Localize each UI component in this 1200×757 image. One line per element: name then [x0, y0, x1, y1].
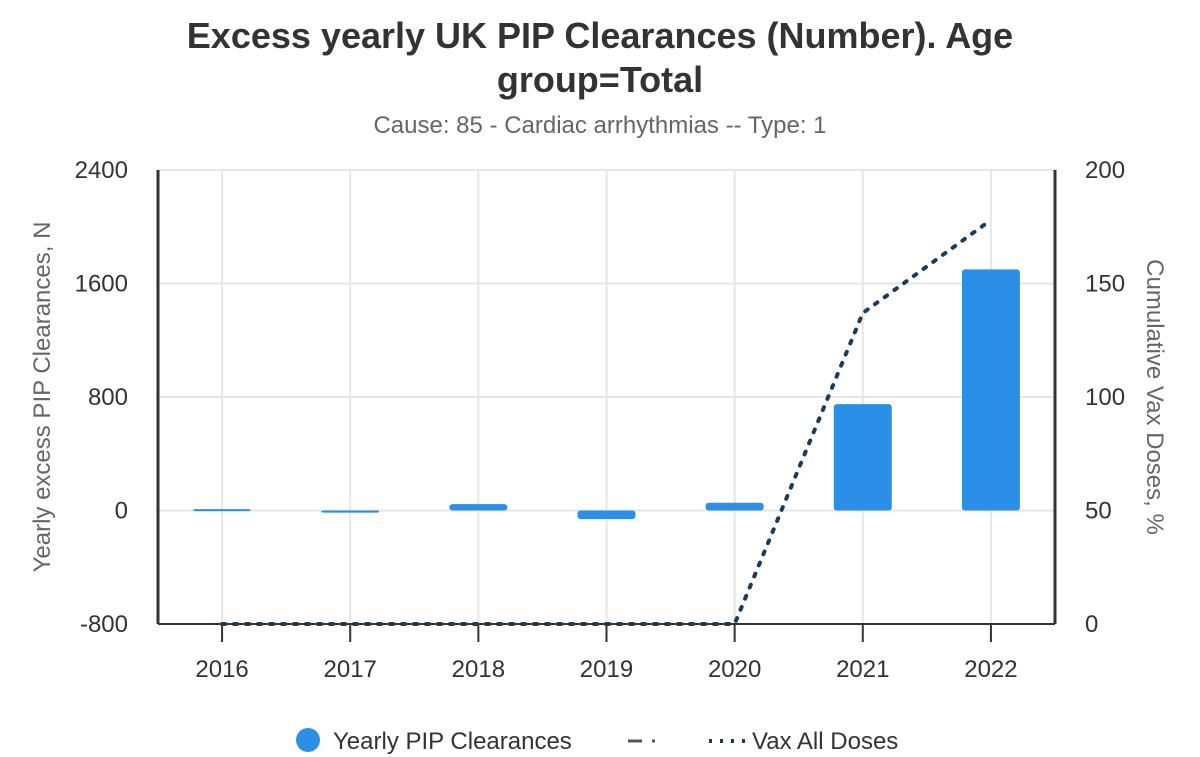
bar[interactable]: [833, 404, 892, 511]
x-tick-label: 2016: [195, 656, 248, 683]
y2-tick-label: 0: [1085, 611, 1098, 638]
x-tick-label: 2019: [580, 656, 633, 683]
y-tick-label: -800: [80, 611, 128, 638]
y2-axis-label: Cumulative Vax Doses, %: [1141, 259, 1168, 535]
y-axis-label: Yearly excess PIP Clearances, N: [29, 222, 56, 573]
x-tick-label: 2020: [708, 656, 761, 683]
y-tick-label: 2400: [75, 157, 128, 184]
bar[interactable]: [193, 509, 252, 512]
y2-tick-label: 150: [1085, 271, 1125, 298]
bar[interactable]: [449, 504, 508, 511]
y2-tick-label: 50: [1085, 498, 1112, 525]
bar[interactable]: [577, 510, 636, 520]
bar[interactable]: [961, 269, 1020, 511]
tick-labels: 2016 2017 2018 2019 2020 2021 2022 2400 1600 800 0…: [75, 157, 1125, 683]
bar-series: [193, 269, 1020, 520]
legend-line-label[interactable]: Vax All Doses: [752, 728, 898, 755]
y-tick-label: 1600: [75, 271, 128, 298]
y2-tick-label: 200: [1085, 157, 1125, 184]
x-tick-label: 2021: [836, 656, 889, 683]
legend: Yearly PIP Clearances Vax All Doses: [296, 728, 898, 755]
x-tick-label: 2018: [452, 656, 505, 683]
legend-bar-marker: [296, 728, 320, 752]
chart-subtitle: Cause: 85 - Cardiac arrhythmias -- Type:…: [373, 112, 827, 139]
grid-lines: [158, 169, 1055, 625]
y2-tick-label: 100: [1085, 384, 1125, 411]
chart-title: Excess yearly UK PIP Clearances (Number)…: [186, 15, 1014, 100]
y-tick-label: 800: [88, 384, 128, 411]
axes: [156, 170, 1057, 642]
y-tick-label: 0: [115, 498, 128, 525]
bar[interactable]: [705, 502, 764, 511]
x-tick-label: 2022: [964, 656, 1017, 683]
legend-bar-label[interactable]: Yearly PIP Clearances: [333, 728, 572, 755]
x-tick-label: 2017: [324, 656, 377, 683]
bar[interactable]: [321, 510, 380, 513]
